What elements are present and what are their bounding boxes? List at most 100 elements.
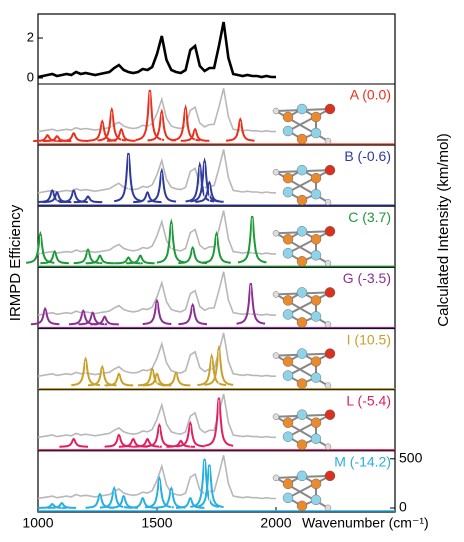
molecule-atom	[296, 439, 308, 450]
molecule-atom	[282, 417, 294, 428]
peak	[133, 190, 162, 204]
molecule-atom	[324, 409, 336, 420]
molecule-atom	[272, 474, 280, 482]
molecule-atom	[310, 372, 322, 383]
series-label: B (-0.6)	[344, 148, 391, 164]
molecule-atom	[310, 356, 322, 367]
peak	[204, 344, 234, 386]
molecule-bond	[287, 169, 331, 194]
y2-axis-label: Calculated Intensity (km/mol)	[435, 133, 452, 326]
peak	[144, 475, 174, 509]
molecule-atom	[324, 504, 332, 512]
molecule-atom	[296, 164, 308, 176]
molecule-atom	[296, 500, 308, 512]
molecule-atom	[296, 287, 308, 298]
peak	[90, 315, 119, 326]
molecule-atom	[296, 256, 308, 267]
molecule-atom	[310, 494, 322, 506]
reference-line	[37, 210, 276, 255]
peak	[78, 311, 107, 326]
molecule-atom	[296, 194, 308, 206]
molecule-atom	[282, 431, 294, 442]
molecule-atom	[272, 230, 280, 237]
peak	[135, 89, 165, 141]
molecule-atom	[310, 172, 322, 184]
molecule-atom	[324, 382, 332, 389]
peak	[204, 397, 234, 447]
peak	[157, 218, 186, 264]
reference-line	[37, 149, 276, 194]
molecule-atom	[324, 470, 336, 482]
reference-line	[37, 88, 276, 133]
molecule-bond	[287, 413, 331, 438]
molecule-atom	[272, 168, 280, 176]
peak	[30, 306, 60, 326]
experimental-line	[37, 21, 276, 79]
molecule-atom	[296, 348, 308, 359]
molecule-atom	[324, 198, 332, 206]
molecule-atom	[272, 291, 280, 298]
molecule-atom	[310, 311, 322, 322]
molecule-atom	[282, 125, 294, 137]
peak	[176, 496, 205, 509]
reference-line	[37, 393, 276, 439]
peak	[59, 437, 88, 448]
molecule-atom	[272, 352, 280, 359]
molecule-atom	[310, 433, 322, 444]
molecule-bond	[287, 230, 331, 255]
molecule-atom	[296, 470, 308, 482]
molecule-atom	[282, 309, 294, 320]
molecule-atom	[324, 348, 336, 359]
molecule-atom	[324, 164, 336, 176]
molecule-atom	[324, 321, 332, 328]
series-label: M (-14.2)	[334, 454, 391, 470]
peak	[104, 372, 134, 387]
molecule-atom	[310, 234, 322, 245]
peak	[194, 180, 224, 203]
molecule-atom	[310, 188, 322, 200]
molecule-atom	[272, 107, 280, 115]
molecule-atom	[310, 127, 322, 139]
molecule-bond	[287, 474, 331, 499]
molecule-atom	[296, 409, 308, 420]
molecule-bond	[287, 291, 331, 316]
x-axis-label: Wavenumber (cm⁻¹)	[302, 515, 429, 531]
peak	[73, 195, 103, 204]
x-tick-label: 1500	[141, 515, 172, 531]
peak	[73, 248, 103, 265]
molecule-atom	[324, 443, 332, 450]
molecule-atom	[310, 478, 322, 490]
molecule-atom	[282, 356, 294, 367]
molecule-atom	[282, 234, 294, 245]
molecule-atom	[282, 172, 294, 184]
molecule-atom	[282, 478, 294, 490]
molecule-atom	[296, 133, 308, 145]
peak	[128, 496, 157, 509]
molecule-atom	[282, 370, 294, 381]
molecule-atom	[310, 111, 322, 123]
molecule-atom	[282, 492, 294, 504]
molecule-atom	[296, 103, 308, 115]
molecule-atom	[324, 287, 336, 298]
molecule-atom	[296, 226, 308, 237]
plot-frame	[37, 13, 396, 513]
molecule-atom	[296, 378, 308, 389]
peak	[180, 127, 210, 142]
peak	[107, 127, 136, 142]
molecule-atom	[282, 295, 294, 306]
peak	[133, 437, 162, 448]
molecule-atom	[324, 103, 336, 115]
series-label: A (0.0)	[350, 87, 391, 103]
peak	[176, 420, 205, 448]
peak	[195, 464, 224, 508]
reference-line	[37, 332, 276, 378]
peak	[125, 254, 155, 265]
peak	[59, 132, 88, 142]
molecule-atom	[282, 248, 294, 259]
reference-line	[37, 271, 276, 316]
peak	[47, 502, 77, 509]
y2-tick-label: 500	[399, 449, 423, 465]
y-axis-label: IRMPD Efficiency	[7, 204, 24, 321]
peak	[190, 458, 220, 508]
